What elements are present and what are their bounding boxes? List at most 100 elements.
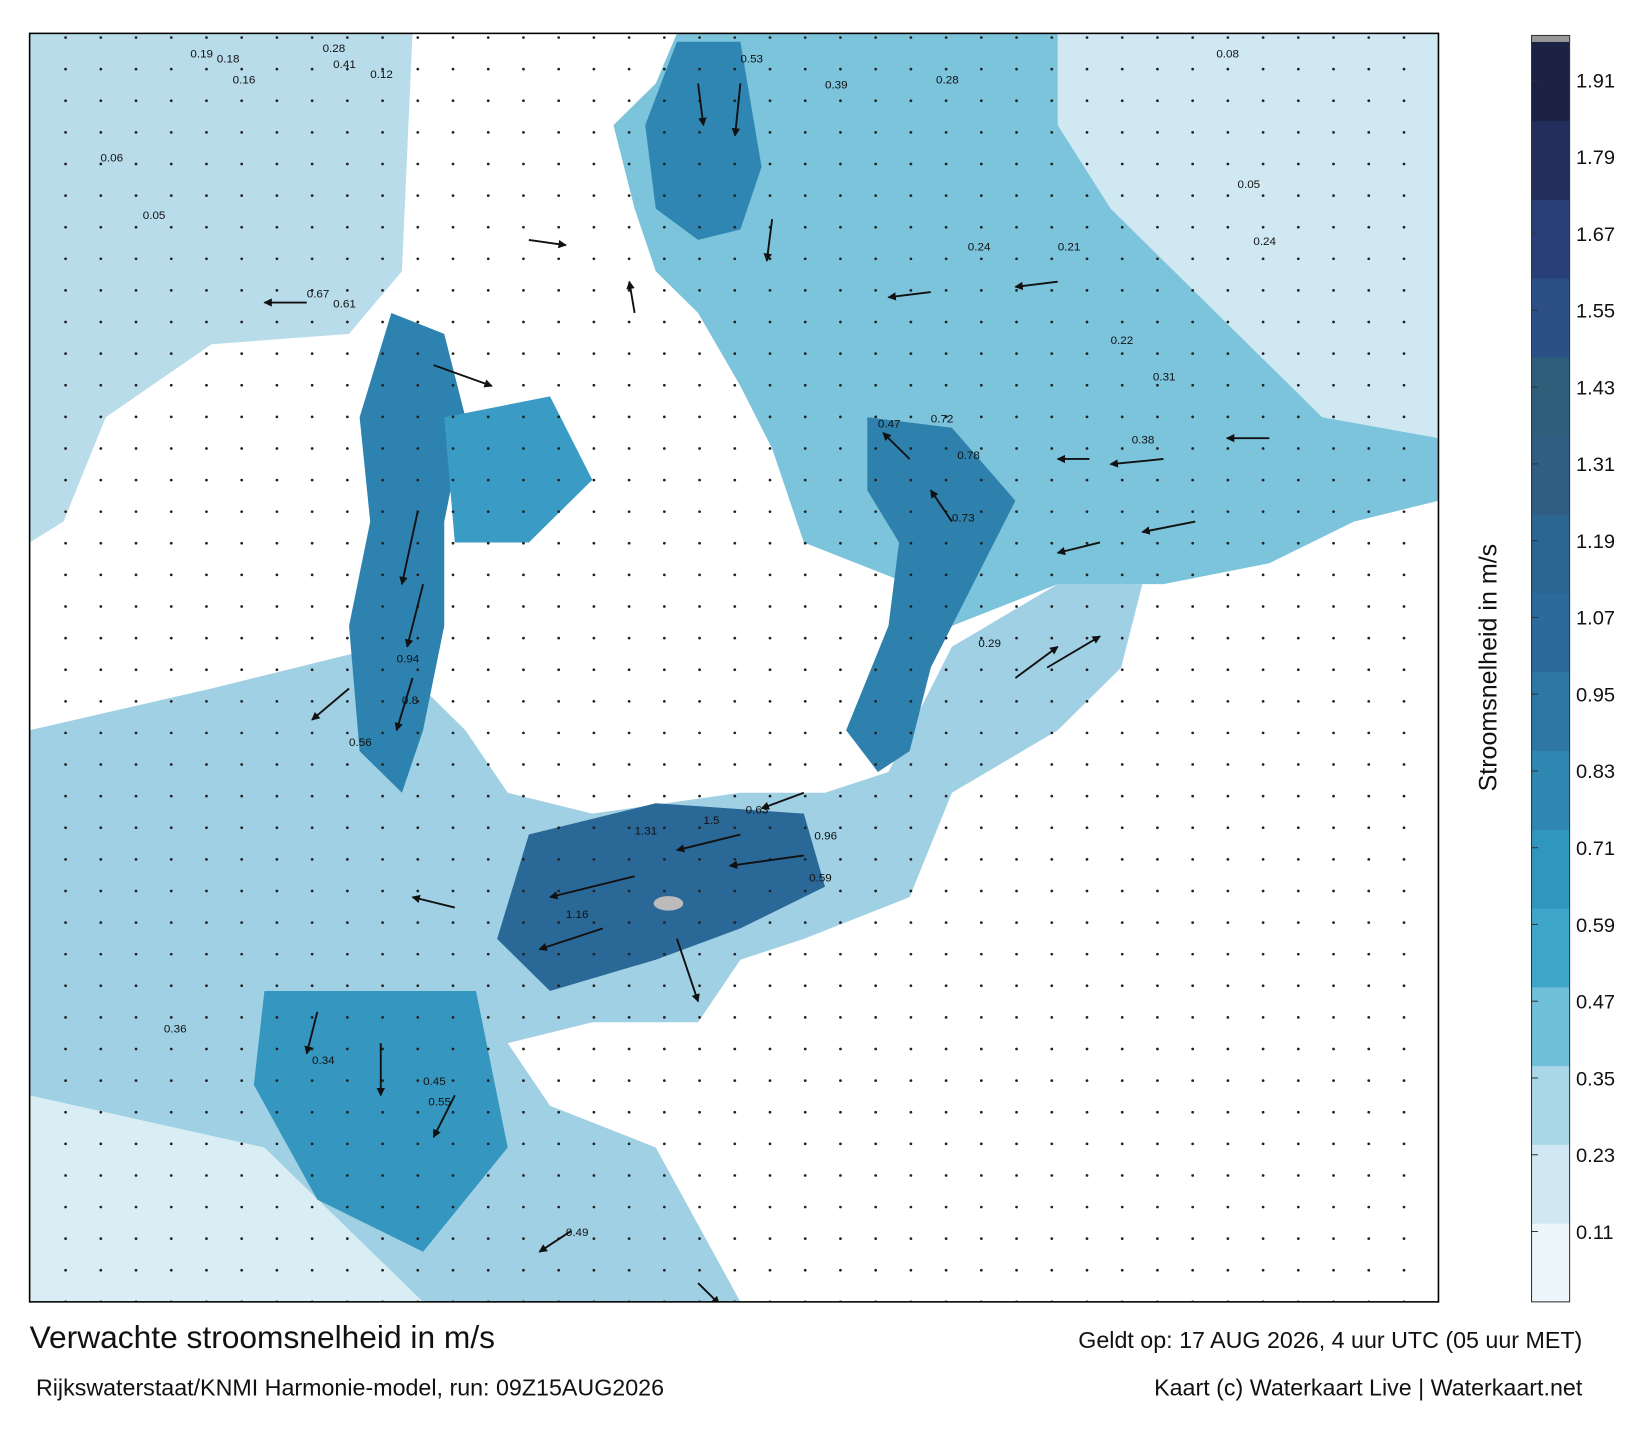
grid-dot [627,1110,631,1114]
grid-dot [416,447,420,450]
grid-dot [1402,541,1406,545]
grid-dot [1191,225,1195,229]
grid-dot [1156,67,1159,71]
grid-dot [874,1237,878,1241]
grid-dot [1402,320,1406,324]
grid-dot [592,131,596,134]
grid-dot [1015,1079,1018,1082]
grid-dot [416,1047,420,1051]
grid-dot [240,447,244,450]
grid-dot [1050,541,1054,545]
grid-dot [979,921,983,924]
grid-dot [134,162,138,166]
grid-dot [522,352,525,355]
grid-dot [1367,478,1371,482]
grid-dot [451,1110,455,1114]
island [653,896,684,911]
grid-dot [64,984,67,988]
grid-dot [486,162,490,166]
grid-dot [1367,289,1371,292]
colorbar-band [1531,41,1570,122]
grid-dot [1120,162,1124,166]
grid-dot [592,668,596,672]
grid-dot [839,573,842,577]
grid-dot [275,478,279,482]
grid-dot [205,763,208,766]
grid-dot [733,1174,737,1177]
grid-dot [1191,1205,1195,1209]
grid-dot [592,794,596,798]
grid-dot [557,1268,561,1272]
grid-dot [416,668,420,672]
grid-dot [627,541,631,545]
grid-dot [592,858,596,861]
grid-dot [733,194,737,197]
grid-dot [1015,478,1018,482]
grid-dot [874,1016,878,1019]
grid-dot [1120,573,1124,577]
grid-dot [310,447,314,450]
colorbar-band [1531,199,1570,279]
grid-dot [416,1205,420,1209]
grid-dot [627,858,631,861]
grid-dot [557,383,561,387]
grid-dot [240,99,244,103]
grid-dot [803,1110,807,1114]
grid-dot [839,668,842,672]
grid-dot [240,194,244,197]
grid-dot [275,67,279,71]
grid-dot [1296,352,1300,355]
grid-dot [345,605,349,608]
grid-dot [134,731,138,735]
grid-dot [839,447,842,450]
grid-dot [275,1174,279,1177]
grid-dot [662,826,666,830]
grid-dot [169,763,173,766]
grid-dot [1191,1110,1195,1114]
grid-dot [592,1047,596,1051]
grid-dot [909,731,913,735]
grid-dot [345,99,349,103]
grid-dot [1015,1047,1018,1051]
grid-dot [909,478,913,482]
value-label: 0.12 [370,69,393,81]
colorbar-band [1531,908,1570,988]
grid-dot [169,225,173,229]
grid-dot [1085,1016,1089,1019]
grid-dot [803,225,807,229]
grid-dot [381,162,384,166]
grid-dot [134,447,138,450]
grid-dot [99,605,103,608]
grid-dot [557,447,561,450]
grid-dot [486,415,490,419]
grid-dot [1156,699,1159,703]
grid-dot [169,636,173,640]
grid-dot [1156,1079,1159,1082]
grid-dot [733,605,737,608]
grid-dot [803,605,807,608]
grid-dot [909,1237,913,1241]
grid-dot [486,541,490,545]
grid-dot [627,1016,631,1019]
grid-dot [416,194,420,197]
grid-dot [1120,1268,1124,1272]
grid-dot [99,763,103,766]
grid-dot [698,1142,701,1146]
grid-dot [64,605,67,608]
grid-dot [522,921,525,924]
grid-dot [733,794,737,798]
grid-dot [1120,699,1124,703]
grid-dot [1332,858,1335,861]
grid-dot [1085,699,1089,703]
grid-dot [64,162,67,166]
grid-dot [205,1047,208,1051]
grid-dot [381,383,384,387]
grid-dot [944,320,948,324]
grid-dot [768,415,772,419]
grid-dot [205,573,208,577]
grid-dot [1015,1142,1018,1146]
grid-dot [486,99,490,103]
water [846,417,1016,772]
grid-dot [909,257,913,261]
grid-dot [64,131,67,134]
